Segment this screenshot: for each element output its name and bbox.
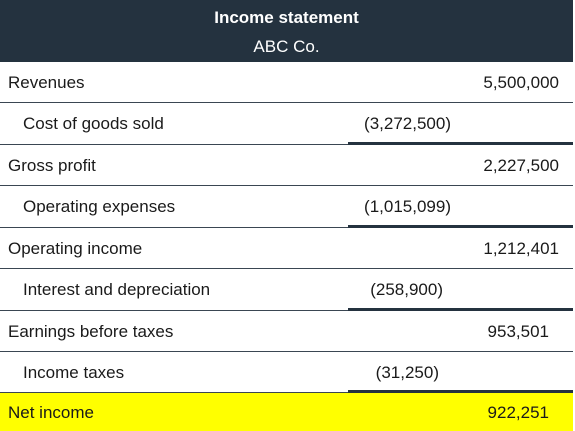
row-value: (3,272,500) (364, 114, 451, 133)
row-label: Operating income (8, 239, 143, 258)
row-divider (0, 351, 573, 352)
row-value: 1,212,401 (483, 239, 559, 258)
row-income-taxes: Income taxes (31,250) (0, 352, 573, 393)
statement-header: Income statement ABC Co. (0, 0, 573, 62)
company-name: ABC Co. (253, 37, 320, 56)
statement-title: Income statement (214, 8, 359, 27)
row-cost-of-goods-sold: Cost of goods sold (3,272,500) (0, 103, 573, 144)
row-gross-profit: Gross profit 2,227,500 (0, 145, 573, 186)
row-label: Revenues (8, 73, 85, 92)
row-label: Operating expenses (23, 197, 176, 216)
row-label: Interest and depreciation (23, 280, 211, 299)
row-label: Net income (8, 403, 94, 422)
row-operating-income: Operating income 1,212,401 (0, 228, 573, 269)
row-divider (0, 102, 573, 103)
subtotal-rule (348, 390, 573, 393)
subtotal-rule (348, 308, 573, 311)
row-label: Cost of goods sold (23, 114, 164, 133)
row-revenues: Revenues 5,500,000 (0, 62, 573, 103)
row-value: 5,500,000 (483, 73, 559, 92)
row-value: 922,251 (487, 403, 549, 422)
row-value: (258,900) (370, 280, 443, 299)
row-value: 2,227,500 (483, 156, 559, 175)
page-edge (573, 0, 575, 431)
row-divider (0, 392, 348, 393)
row-operating-expenses: Operating expenses (1,015,099) (0, 186, 573, 227)
row-divider (0, 227, 348, 228)
row-label: Earnings before taxes (8, 322, 174, 341)
row-value: (31,250) (375, 363, 439, 382)
row-value: 953,501 (487, 322, 549, 341)
row-earnings-before-taxes: Earnings before taxes 953,501 (0, 311, 573, 352)
row-label: Gross profit (8, 156, 96, 175)
row-net-income: Net income 922,251 (0, 393, 573, 431)
subtotal-rule (348, 225, 573, 228)
row-divider (0, 185, 573, 186)
subtotal-rule (348, 142, 573, 145)
row-divider (0, 268, 573, 269)
row-label: Income taxes (23, 363, 125, 382)
row-divider (0, 310, 348, 311)
row-interest-and-depreciation: Interest and depreciation (258,900) (0, 269, 573, 310)
row-divider (0, 144, 348, 145)
row-value: (1,015,099) (364, 197, 451, 216)
